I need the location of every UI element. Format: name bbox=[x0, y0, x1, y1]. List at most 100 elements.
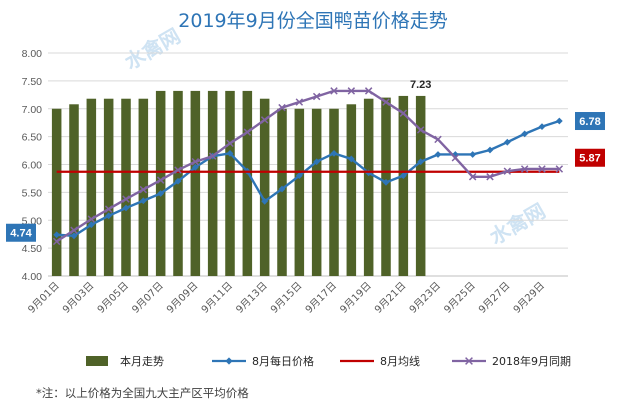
bar bbox=[381, 97, 391, 276]
point-2018-sep bbox=[226, 139, 234, 148]
point-2018-sep bbox=[364, 87, 373, 95]
point-aug-daily bbox=[399, 172, 407, 180]
point-aug-daily bbox=[434, 151, 442, 158]
point-2018-sep bbox=[434, 135, 442, 144]
bar bbox=[363, 98, 374, 276]
point-2018-sep bbox=[156, 176, 165, 184]
x-tick-label: 9月03日 bbox=[60, 280, 96, 316]
legend-label: 2018年9月同期 bbox=[492, 354, 571, 368]
point-aug-daily bbox=[555, 117, 563, 125]
point-aug-daily bbox=[417, 158, 425, 166]
point-2018-sep bbox=[538, 165, 546, 173]
point-2018-sep bbox=[295, 98, 304, 106]
point-2018-sep bbox=[52, 237, 61, 246]
bar bbox=[155, 90, 166, 276]
point-2018-sep bbox=[122, 195, 130, 203]
y-tick-label: 4.50 bbox=[22, 243, 43, 255]
bar bbox=[121, 98, 131, 276]
legend-swatch-bar bbox=[86, 356, 108, 366]
bar bbox=[225, 90, 235, 276]
bar bbox=[311, 108, 322, 276]
x-tick-label: 9月19日 bbox=[338, 280, 374, 316]
point-2018-sep bbox=[520, 165, 529, 173]
bar bbox=[51, 108, 62, 276]
point-2018-sep bbox=[555, 165, 564, 173]
point-aug-daily bbox=[469, 151, 477, 158]
bar-data-label: 7.23 bbox=[410, 79, 431, 91]
legend-label: 本月走势 bbox=[120, 354, 164, 368]
point-aug-daily bbox=[174, 177, 182, 185]
point-aug-daily bbox=[87, 221, 95, 229]
x-tick-label: 9月25日 bbox=[442, 280, 478, 316]
point-2018-sep bbox=[312, 92, 321, 101]
x-tick-label: 9月01日 bbox=[26, 280, 62, 316]
point-2018-sep bbox=[243, 128, 252, 136]
point-aug-daily bbox=[278, 185, 286, 193]
legend-label: 8月均线 bbox=[380, 354, 420, 368]
bar bbox=[190, 90, 201, 276]
x-tick-label: 9月11日 bbox=[199, 280, 235, 316]
point-aug-daily bbox=[261, 197, 269, 205]
bar bbox=[103, 98, 114, 276]
legend-marker-x bbox=[465, 357, 473, 365]
legend: 本月走势 8月每日价格 8月均线 2018年9月同期 bbox=[86, 354, 571, 368]
point-aug-daily bbox=[70, 232, 78, 240]
y-tick-label: 6.50 bbox=[22, 132, 43, 144]
x-tick-label: 9月27日 bbox=[476, 280, 512, 316]
first-value-label-box bbox=[6, 223, 36, 242]
point-aug-daily bbox=[157, 190, 165, 197]
point-aug-daily bbox=[486, 146, 494, 154]
bar bbox=[398, 95, 409, 277]
bar bbox=[415, 95, 426, 277]
watermark-top: 水禽网 bbox=[121, 24, 185, 75]
average-value-label: 5.87 bbox=[579, 153, 600, 165]
point-2018-sep bbox=[70, 226, 78, 235]
average-value-label-box bbox=[575, 148, 605, 167]
bar bbox=[69, 104, 79, 276]
point-2018-sep bbox=[468, 173, 477, 181]
y-tick-label: 5.50 bbox=[22, 187, 43, 199]
point-2018-sep bbox=[451, 154, 460, 162]
point-2018-sep bbox=[486, 173, 494, 181]
point-2018-sep bbox=[416, 126, 425, 134]
point-aug-daily bbox=[382, 178, 390, 186]
bar bbox=[138, 98, 149, 276]
point-aug-daily bbox=[226, 149, 234, 157]
last-value-label-box bbox=[575, 112, 605, 131]
last-value-label: 6.78 bbox=[579, 116, 600, 128]
y-tick-label: 7.50 bbox=[22, 76, 43, 88]
point-aug-daily bbox=[503, 138, 511, 146]
y-tick-label: 4.00 bbox=[22, 271, 43, 283]
point-2018-sep bbox=[139, 185, 148, 194]
series-line-aug-daily bbox=[56, 119, 560, 238]
y-tick-label: 8.00 bbox=[22, 48, 43, 60]
bar bbox=[86, 98, 97, 276]
legend-label: 8月每日价格 bbox=[252, 354, 314, 368]
point-aug-daily bbox=[122, 204, 130, 212]
point-2018-sep bbox=[399, 109, 408, 117]
point-2018-sep bbox=[347, 87, 356, 95]
point-aug-daily bbox=[191, 163, 199, 171]
point-2018-sep bbox=[260, 116, 269, 124]
series-line-2018-sep bbox=[56, 89, 560, 243]
point-aug-daily bbox=[347, 155, 355, 163]
legend-marker-diamond bbox=[225, 357, 233, 365]
point-aug-daily bbox=[139, 197, 147, 205]
x-tick-label: 9月15日 bbox=[268, 280, 304, 316]
point-2018-sep bbox=[503, 167, 512, 175]
x-tick-label: 9月13日 bbox=[234, 280, 270, 316]
point-aug-daily bbox=[295, 172, 303, 180]
x-tick-label: 9月09日 bbox=[164, 280, 200, 316]
watermark-right: 水禽网 bbox=[486, 199, 550, 250]
point-2018-sep bbox=[87, 215, 96, 223]
point-aug-daily bbox=[330, 149, 338, 157]
footnote: *注：以上价格为全国九大主产区平均价格 bbox=[36, 386, 249, 400]
chart-title: 2019年9月份全国鸭苗价格走势 bbox=[178, 10, 447, 32]
bar bbox=[259, 98, 270, 276]
x-tick-label: 9月05日 bbox=[95, 280, 131, 316]
point-2018-sep bbox=[174, 166, 182, 174]
bar bbox=[329, 108, 339, 276]
y-tick-label: 7.00 bbox=[22, 104, 43, 116]
x-tick-label: 9月23日 bbox=[407, 280, 443, 316]
